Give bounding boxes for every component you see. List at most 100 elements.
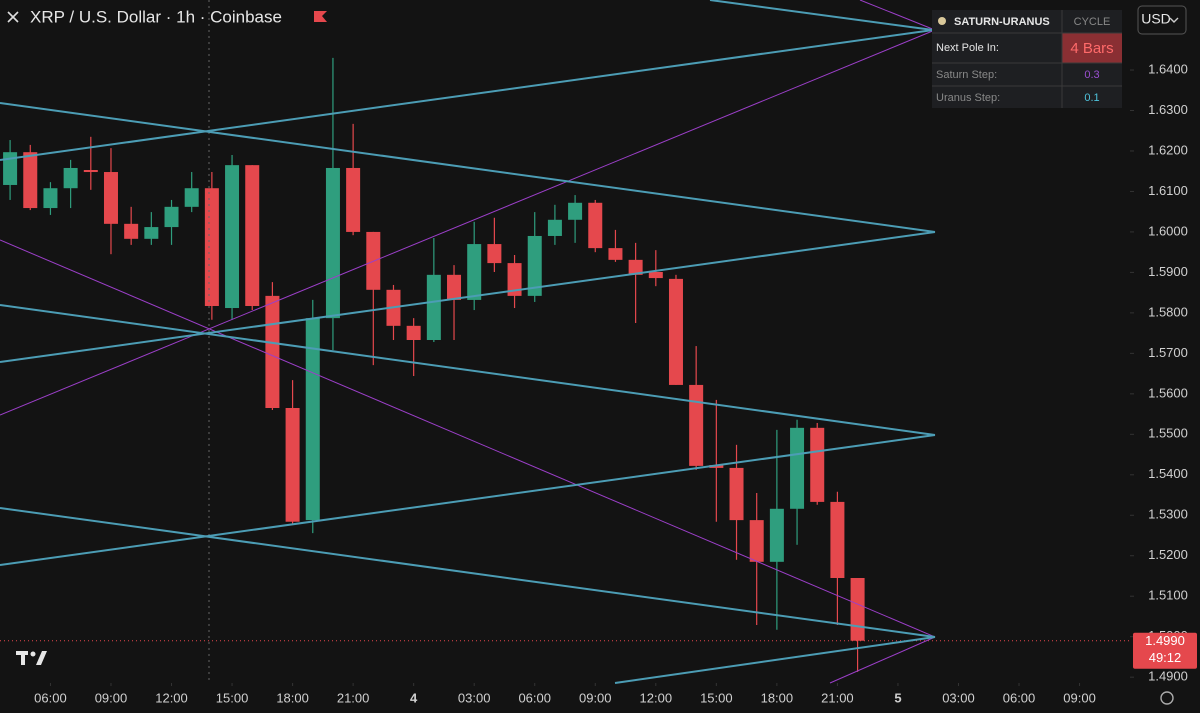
x-tick-label: 21:00 [337,690,370,705]
candle-body [265,295,280,408]
row-value: 4 Bars [1070,40,1113,57]
candle-body [63,167,78,189]
candle-body [709,465,724,468]
candle-body [507,263,522,296]
candle-body [850,578,865,641]
uranus-line [0,231,936,363]
planet-icon [938,17,946,25]
candle-body [608,248,623,260]
x-tick-label: 18:00 [761,690,794,705]
row-value: 0.1 [1084,92,1099,104]
countdown-label: 49:12 [1149,650,1182,665]
candle-body [467,244,482,300]
candle-body [184,188,199,207]
candle-body [285,408,300,522]
row-label: Uranus Step: [936,92,1000,104]
chart-title: XRP / U.S. Dollar · 1h · Coinbase [30,7,282,26]
x-tick-label: 18:00 [276,690,309,705]
candle-body [790,427,805,509]
x-tick-label: 06:00 [34,690,67,705]
axes: 1.6400 1.6300 1.6200 1.6100 1.6000 1.5900 1.58… [34,0,1200,713]
last-price-box [1133,632,1197,669]
saturn-line [859,0,936,31]
x-tick-label: 12:00 [155,690,188,705]
currency-button[interactable] [1137,5,1187,35]
y-tick-label: 1.5300 [1148,507,1188,522]
candle-body [346,167,361,232]
y-tick-label: 1.6200 [1148,142,1188,157]
flag-icon[interactable] [314,11,327,22]
candle-body [668,278,683,385]
x-tick-label: 09:00 [95,690,128,705]
candle-body [749,520,764,562]
y-tick-label: 1.5900 [1148,264,1188,279]
cycle-lines [0,0,936,684]
dropdown-icon[interactable] [1169,17,1179,23]
table-name: SATURN-URANUS [954,16,1050,28]
candle-body [769,508,784,562]
y-tick-label: 1.5600 [1148,385,1188,400]
y-tick-label: 1.5100 [1148,588,1188,603]
last-price-label: 1.4990 [1145,633,1185,648]
x-tick-label: 15:00 [216,690,249,705]
candle-body [689,384,704,466]
y-tick-label: 1.6400 [1148,61,1188,76]
x-tick-label: 03:00 [458,690,491,705]
candle-body [406,325,421,340]
x-tick-label: 09:00 [579,690,612,705]
x-tick-label: 09:00 [1063,690,1096,705]
candle-body [830,501,845,578]
candle-body [325,167,340,319]
candle-body [124,223,139,239]
candle-body [810,427,825,502]
y-tick-label: 1.5200 [1148,547,1188,562]
candle-body [568,202,583,220]
x-tick-label: 06:00 [1003,690,1036,705]
uranus-line [0,102,936,233]
candle-body [164,206,179,228]
uranus-line [0,507,936,638]
row-label: Saturn Step: [936,69,997,81]
x-tick-label: 21:00 [821,690,854,705]
candle-body [3,152,18,185]
y-tick-label: 1.4900 [1148,669,1188,684]
candle-body [144,227,159,239]
row-value: 0.3 [1084,69,1099,81]
candle-body [43,188,58,209]
saturn-line [0,29,936,416]
settings-icon[interactable] [1160,691,1174,705]
x-tick-label: 5 [894,690,901,705]
x-tick-label: 4 [410,690,418,705]
logo[interactable] [16,651,47,665]
candle-body [729,467,744,521]
y-tick-label: 1.5500 [1148,426,1188,441]
uranus-line [614,636,936,684]
candle-body [225,165,240,309]
price-axis-bg [1130,0,1200,713]
candle-body [204,188,219,306]
x-tick-label: 06:00 [518,690,551,705]
y-tick-label: 1.6100 [1148,183,1188,198]
row-label: Next Pole In: [936,42,999,54]
currency-label[interactable]: USD [1141,11,1171,27]
pole-cell [1062,33,1122,63]
x-tick-label: 12:00 [640,690,673,705]
candle-body [527,235,542,296]
y-tick-label: 1.5800 [1148,304,1188,319]
uranus-line [0,304,936,436]
saturn-line [0,239,936,638]
candle-body [628,259,643,275]
y-tick-label: 1.5700 [1148,345,1188,360]
candle-body [23,152,38,209]
candle-body [487,244,502,264]
candle-body [83,170,98,173]
table-header: CYCLE [1074,16,1111,28]
candle-body [305,318,320,521]
candle-body [648,272,663,279]
uranus-line [0,434,936,566]
close-icon[interactable] [7,11,19,23]
x-tick-label: 15:00 [700,690,733,705]
x-axis: 06:00 09:00 12:00 15:00 18:00 21:00 4 03:00 06:0… [34,683,1096,705]
